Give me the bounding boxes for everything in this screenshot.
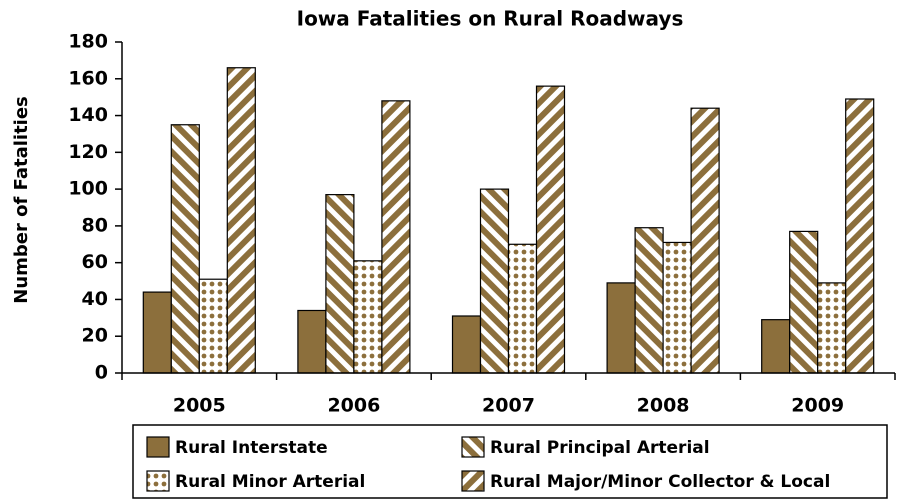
bar: [606, 282, 636, 374]
x-tick-label: 2009: [791, 395, 844, 417]
bar: [634, 227, 664, 374]
bar: [451, 315, 482, 374]
bar: [535, 85, 566, 374]
bar: [845, 98, 875, 374]
legend-swatch: [146, 470, 170, 492]
y-axis-label: Number of Fatalities: [11, 96, 32, 304]
bar: [170, 124, 200, 374]
y-tick-label: 160: [68, 67, 108, 89]
bar: [507, 243, 538, 374]
legend-label: Rural Major/Minor Collector & Local: [490, 472, 830, 492]
legend-label: Rural Principal Arterial: [490, 438, 710, 458]
legend-swatch: [461, 470, 485, 492]
chart-title: Iowa Fatalities on Rural Roadways: [297, 7, 684, 31]
bar: [479, 188, 510, 374]
x-tick-label: 2006: [327, 395, 380, 417]
y-tick-label: 20: [82, 325, 108, 347]
legend-swatch: [146, 436, 170, 458]
y-tick-label: 140: [68, 104, 108, 126]
y-tick-label: 0: [95, 362, 108, 384]
y-tick-label: 40: [82, 288, 108, 310]
bar: [142, 291, 172, 374]
bar: [817, 282, 847, 374]
x-tick-label: 2007: [482, 395, 535, 417]
bar: [761, 319, 791, 374]
bar: [198, 278, 228, 374]
legend-label: Rural Minor Arterial: [175, 472, 365, 492]
bar: [325, 194, 355, 374]
x-tick-label: 2008: [637, 395, 690, 417]
bar: [297, 309, 327, 374]
legend-swatch: [461, 436, 485, 458]
y-tick-label: 180: [68, 31, 108, 53]
bar: [226, 67, 256, 374]
y-tick-label: 120: [68, 141, 108, 163]
y-tick-label: 80: [82, 214, 108, 236]
x-tick-label: 2005: [173, 395, 226, 417]
bar: [662, 241, 692, 374]
y-tick-label: 100: [68, 178, 108, 200]
bar: [789, 230, 819, 374]
bar: [353, 260, 383, 374]
y-tick-label: 60: [82, 251, 108, 273]
bar: [690, 107, 720, 374]
bar: [381, 100, 411, 374]
legend-box: [132, 424, 888, 499]
legend-label: Rural Interstate: [175, 438, 328, 458]
